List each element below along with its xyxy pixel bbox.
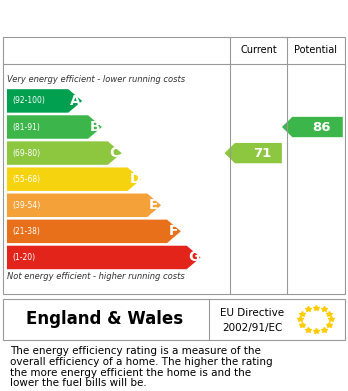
Text: 2002/91/EC: 2002/91/EC — [222, 323, 283, 333]
Polygon shape — [7, 142, 122, 165]
Text: The energy efficiency rating is a measure of the: The energy efficiency rating is a measur… — [10, 346, 261, 356]
Polygon shape — [7, 115, 102, 139]
Polygon shape — [7, 89, 82, 113]
Text: (39-54): (39-54) — [12, 201, 40, 210]
Polygon shape — [282, 117, 343, 137]
Text: Energy Efficiency Rating: Energy Efficiency Rating — [10, 8, 239, 26]
Text: Potential: Potential — [294, 45, 337, 56]
Text: Current: Current — [240, 45, 277, 56]
Text: F: F — [169, 224, 178, 239]
Text: EU Directive: EU Directive — [220, 308, 284, 317]
Text: England & Wales: England & Wales — [26, 310, 183, 328]
Text: Not energy efficient - higher running costs: Not energy efficient - higher running co… — [7, 272, 185, 281]
Text: the more energy efficient the home is and the: the more energy efficient the home is an… — [10, 368, 252, 378]
Text: A: A — [70, 94, 81, 108]
Text: (81-91): (81-91) — [12, 122, 40, 131]
Text: C: C — [110, 146, 120, 160]
Text: overall efficiency of a home. The higher the rating: overall efficiency of a home. The higher… — [10, 357, 273, 367]
Polygon shape — [7, 220, 181, 243]
Text: Very energy efficient - lower running costs: Very energy efficient - lower running co… — [7, 75, 185, 84]
Polygon shape — [7, 194, 161, 217]
Text: E: E — [149, 198, 158, 212]
Text: (55-68): (55-68) — [12, 175, 40, 184]
Polygon shape — [7, 246, 200, 269]
Text: 71: 71 — [253, 147, 271, 160]
Polygon shape — [224, 143, 282, 163]
Text: G: G — [189, 251, 200, 264]
Text: 86: 86 — [312, 120, 330, 133]
Text: (21-38): (21-38) — [12, 227, 40, 236]
Text: B: B — [90, 120, 101, 134]
Text: D: D — [129, 172, 141, 186]
Text: lower the fuel bills will be.: lower the fuel bills will be. — [10, 378, 147, 388]
Polygon shape — [7, 167, 141, 191]
Text: (92-100): (92-100) — [12, 97, 45, 106]
Text: (1-20): (1-20) — [12, 253, 35, 262]
Text: (69-80): (69-80) — [12, 149, 40, 158]
